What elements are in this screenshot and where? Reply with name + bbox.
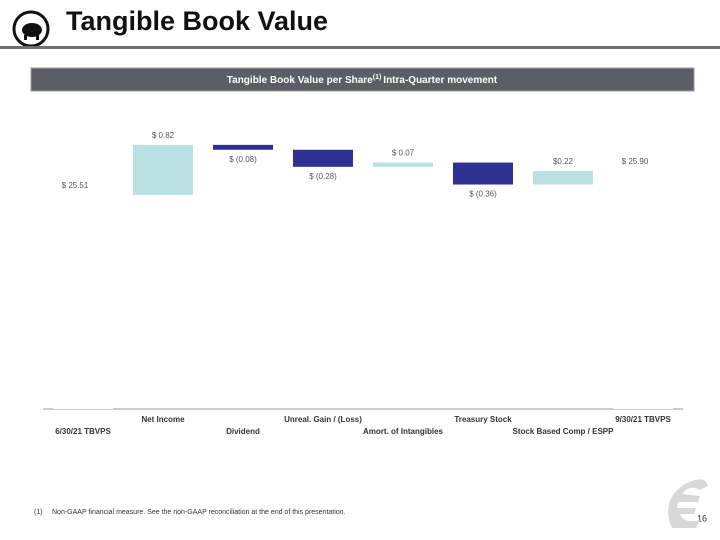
piggy-icon — [22, 23, 42, 37]
x-tick-label: Stock Based Comp / ESPP — [513, 427, 615, 436]
value-label: $ (0.28) — [309, 172, 337, 181]
bar — [453, 162, 513, 185]
x-tick-label: 6/30/21 TBVPS — [55, 427, 111, 436]
bar — [293, 149, 353, 167]
x-tick-label: 9/30/21 TBVPS — [615, 415, 671, 424]
bar — [613, 171, 673, 409]
x-tick-label: Amort. of Intangibles — [363, 427, 444, 436]
banner — [30, 67, 695, 92]
piggy-leg — [24, 35, 27, 40]
value-label: $ 25.90 — [622, 157, 649, 166]
bar — [213, 144, 273, 150]
slide-title: Tangible Book Value — [66, 6, 328, 36]
value-label: $0.22 — [553, 157, 574, 166]
value-label: $ (0.08) — [229, 155, 257, 164]
x-tick-label: Net Income — [141, 415, 185, 424]
value-label: $ 0.82 — [152, 131, 175, 140]
value-label: $ (0.36) — [469, 190, 497, 199]
corner-logo — [668, 479, 708, 528]
x-tick-label: Unreal. Gain / (Loss) — [284, 415, 362, 424]
x-tick-label: Treasury Stock — [454, 415, 512, 424]
footnote-text: Non-GAAP financial measure. See the non-… — [52, 509, 346, 516]
banner-main: Tangible Book Value per Share — [227, 75, 373, 86]
value-label: $ 25.51 — [62, 181, 89, 190]
bar — [53, 194, 113, 409]
piggy-leg — [36, 35, 39, 40]
banner-text: Tangible Book Value per Share(1) Intra-Qu… — [227, 74, 498, 86]
page-number: 16 — [697, 513, 707, 523]
x-tick-label: Dividend — [226, 427, 260, 436]
banner-after: Intra-Quarter movement — [383, 75, 498, 86]
value-label: $ 0.07 — [392, 149, 415, 158]
title-rule — [0, 46, 720, 49]
banner-superscript: (1) — [373, 74, 382, 81]
bar — [133, 144, 193, 195]
bar — [373, 162, 433, 167]
bar — [533, 171, 593, 185]
footnote-marker: (1) — [34, 509, 43, 516]
